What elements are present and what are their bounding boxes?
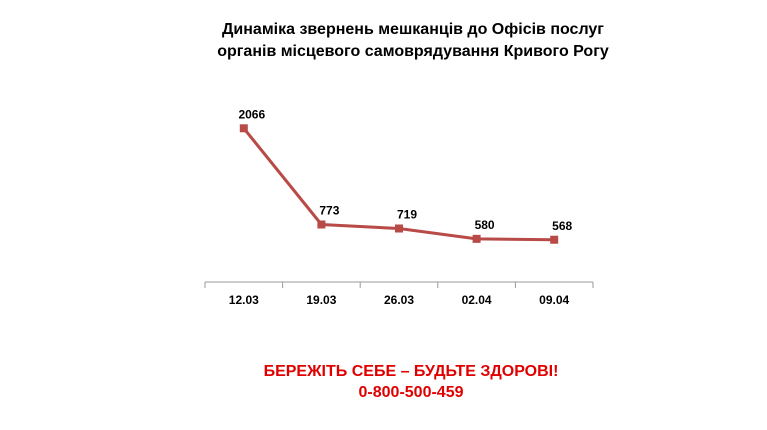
chart-title: органів місцевого самоврядування Кривого…	[217, 43, 609, 60]
chart-title: Динаміка звернень мешканців до Офісів по…	[222, 21, 604, 38]
marker	[317, 220, 326, 229]
value-label: 580	[475, 218, 495, 232]
slogan: БЕРЕЖІТЬ СЕБЕ – БУДЬТЕ ЗДОРОВІ!	[264, 363, 559, 380]
x-tick-label: 12.03	[229, 293, 259, 307]
x-tick-label: 19.03	[306, 293, 336, 307]
x-tick-label: 26.03	[384, 293, 414, 307]
value-label: 719	[397, 208, 417, 222]
phone: 0-800-500-459	[359, 384, 464, 401]
marker	[550, 235, 559, 244]
marker	[472, 234, 481, 243]
marker	[239, 124, 248, 133]
marker	[395, 224, 403, 233]
x-tick-label: 09.04	[539, 293, 569, 307]
x-tick-label: 02.04	[462, 293, 492, 307]
line	[242, 127, 555, 242]
value-label: 568	[552, 219, 572, 233]
value-label: 773	[319, 204, 339, 218]
value-label: 2066	[238, 107, 265, 121]
